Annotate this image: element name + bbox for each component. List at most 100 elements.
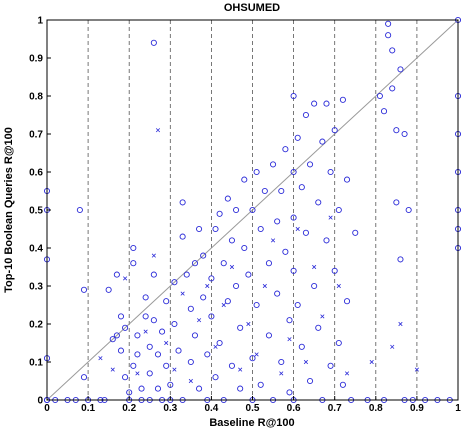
point-circle-58: [191, 260, 199, 267]
point-circle-101: [282, 248, 289, 255]
point-circle-118: [311, 100, 318, 107]
point-x-30: [369, 359, 374, 365]
point-circle-84: [249, 206, 256, 214]
point-x-11: [196, 318, 202, 323]
point-circle-128: [331, 127, 338, 134]
point-circle-151: [405, 206, 412, 214]
point-circle-107: [290, 267, 297, 274]
point-circle-134: [343, 298, 351, 305]
point-circle-27: [130, 362, 137, 369]
point-circle-23: [126, 389, 133, 396]
point-circle-59: [196, 225, 203, 233]
point-circle-45: [163, 362, 170, 369]
point-x-15: [229, 264, 235, 270]
point-circle-82: [241, 176, 248, 183]
point-circle-32: [142, 313, 149, 320]
point-circle-79: [237, 324, 244, 331]
point-circle-144: [389, 85, 396, 92]
point-circle-41: [154, 385, 162, 392]
point-circle-96: [274, 218, 281, 225]
point-circle-22: [122, 374, 129, 381]
point-circle-109: [294, 301, 301, 309]
point-x-2: [123, 276, 128, 281]
point-x-5: [151, 253, 156, 258]
point-circle-116: [306, 161, 314, 168]
point-circle-43: [159, 328, 166, 335]
point-circle-83: [245, 271, 252, 278]
point-circle-40: [154, 351, 162, 358]
point-circle-33: [142, 294, 149, 301]
point-x-12: [205, 283, 210, 289]
point-circle-20: [117, 347, 125, 354]
point-x-33: [414, 367, 419, 372]
point-circle-111: [298, 184, 305, 191]
x-tick-label-10: 1: [455, 403, 461, 414]
x-tick-label-6: 0.6: [287, 403, 301, 414]
point-circle-9: [76, 206, 83, 214]
point-x-8: [172, 367, 177, 372]
x-tick-label-4: 0.4: [204, 403, 218, 414]
point-circle-119: [315, 199, 322, 206]
y-tick-label-9: 0.9: [29, 54, 43, 65]
x-axis-label: Baseline R@100: [209, 417, 294, 429]
chart-title: OHSUMED: [224, 2, 280, 14]
point-circle-76: [228, 362, 235, 369]
point-circle-104: [290, 92, 297, 100]
point-circle-126: [327, 168, 334, 176]
point-x-7: [164, 340, 169, 346]
point-x-29: [344, 371, 350, 376]
point-x-16: [238, 367, 243, 372]
point-circle-89: [257, 225, 264, 233]
point-x-22: [287, 337, 292, 342]
point-x-6: [155, 128, 161, 133]
point-circle-65: [208, 275, 215, 282]
point-circle-16: [109, 336, 116, 343]
point-circle-15: [105, 286, 112, 293]
point-circle-117: [311, 282, 318, 290]
y-tick-label-5: 0.5: [29, 206, 43, 217]
point-circle-133: [343, 176, 351, 183]
point-circle-93: [265, 332, 272, 339]
point-circle-127: [331, 267, 338, 274]
point-circle-103: [286, 389, 293, 396]
point-circle-129: [335, 339, 342, 347]
point-circle-148: [397, 66, 404, 73]
point-x-17: [246, 321, 251, 327]
point-x-18: [254, 352, 259, 357]
point-circle-67: [212, 225, 219, 233]
point-circle-66: [208, 313, 215, 320]
point-x-26: [320, 314, 325, 319]
point-circle-19: [117, 313, 125, 320]
point-x-0: [98, 356, 103, 361]
point-circle-18: [113, 271, 120, 278]
point-circle-17: [113, 332, 120, 339]
x-tick-label-5: 0.5: [246, 403, 260, 414]
y-tick-label-8: 0.8: [29, 92, 43, 103]
point-circle-60: [196, 385, 203, 392]
point-x-14: [221, 302, 226, 308]
point-x-21: [279, 371, 284, 376]
point-x-20: [270, 238, 276, 243]
point-circle-92: [265, 260, 272, 267]
point-x-32: [398, 321, 403, 327]
point-circle-143: [389, 47, 396, 54]
point-circle-44: [163, 298, 170, 305]
point-circle-87: [253, 168, 260, 176]
y-axis-ticks: 0 0.1 0.2 0.3 0.4 0.5 0.6 0.7 0.8 0.9 1: [29, 16, 51, 407]
y-tick-label-6: 0.6: [29, 168, 43, 179]
point-circle-91: [261, 187, 268, 195]
point-circle-21: [122, 324, 129, 331]
point-circle-52: [179, 233, 186, 240]
point-circle-55: [187, 305, 194, 312]
point-circle-140: [380, 108, 388, 115]
point-x-24: [303, 359, 309, 365]
point-circle-88: [253, 301, 260, 309]
y-axis-label: Top-10 Boolean Queries R@100: [3, 127, 15, 293]
point-x-13: [213, 344, 218, 349]
point-x-9: [180, 291, 185, 296]
point-circle-69: [216, 210, 223, 217]
point-x-1: [110, 367, 115, 372]
point-x-25: [312, 264, 317, 270]
